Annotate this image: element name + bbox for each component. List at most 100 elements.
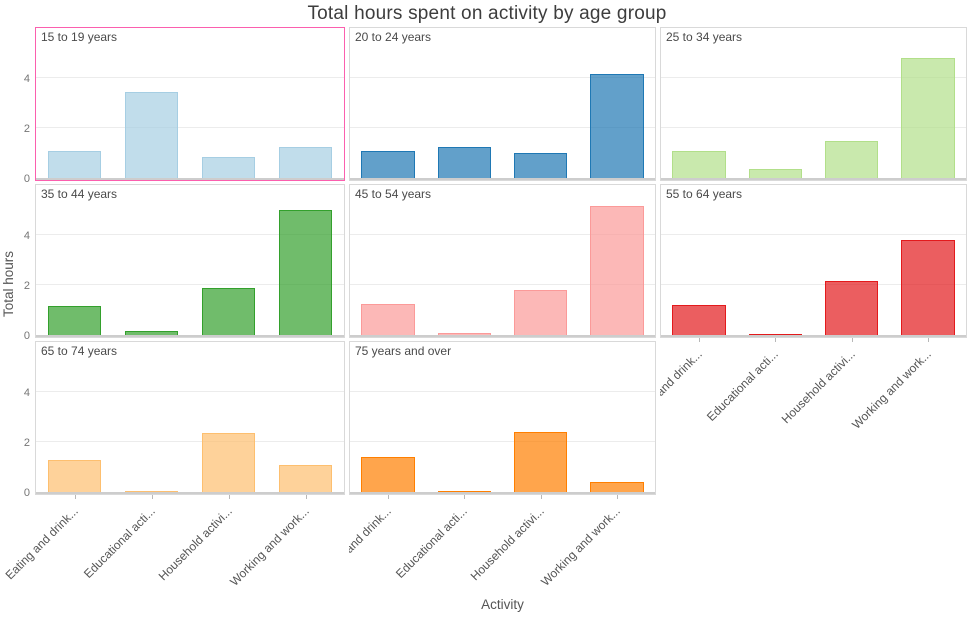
category-label: Household activi...: [778, 347, 858, 427]
category-label: Working and work...: [226, 504, 312, 589]
category-tick: [74, 495, 76, 499]
bar[interactable]: [590, 206, 644, 335]
category-tick: [464, 495, 466, 499]
facet-panel[interactable]: 65 to 74 years: [35, 341, 345, 495]
y-tick-label: 0: [23, 330, 30, 342]
category-label: Working and work...: [538, 504, 623, 589]
bar[interactable]: [201, 433, 256, 492]
x-axis-line: [350, 335, 655, 337]
gridline: [36, 284, 344, 285]
category-label: Educational acti...: [80, 504, 158, 581]
gridline: [350, 234, 655, 235]
x-axis-line: [36, 492, 344, 494]
x-axis-line: [36, 335, 344, 337]
x-axis-line: [661, 178, 966, 180]
category-label: Household activi...: [467, 504, 547, 584]
category-tick: [851, 338, 853, 342]
bar[interactable]: [513, 432, 568, 492]
facet-title: 45 to 54 years: [355, 187, 432, 201]
y-tick-label: 4: [23, 387, 30, 399]
facet-panel[interactable]: 45 to 54 years: [349, 184, 656, 338]
y-tick-label: 0: [23, 173, 30, 185]
category-tick: [775, 338, 777, 342]
gridline: [36, 391, 344, 392]
category-label: Working and work...: [849, 347, 934, 432]
gridline: [350, 77, 655, 78]
y-tick-label: 4: [23, 73, 30, 85]
bar[interactable]: [437, 332, 492, 335]
category-label: Educational acti...: [704, 347, 782, 424]
category-tick: [388, 495, 390, 499]
bar[interactable]: [748, 169, 803, 178]
y-tick-label: 2: [23, 437, 30, 449]
gridline: [661, 127, 966, 128]
bar[interactable]: [901, 58, 955, 178]
y-tick-label: 4: [23, 230, 30, 242]
chart-title: Total hours spent on activity by age gro…: [307, 3, 667, 24]
bar[interactable]: [124, 331, 179, 335]
category-tick: [927, 338, 929, 342]
bar[interactable]: [748, 333, 803, 335]
category-tick: [228, 495, 230, 499]
gridline: [36, 441, 344, 442]
y-tick-label: 0: [23, 487, 30, 499]
category-labels: Eating and drink...Educational acti...Ho…: [349, 496, 656, 598]
facet-panel[interactable]: 55 to 64 years: [660, 184, 967, 338]
gridline: [350, 284, 655, 285]
category-label: Educational acti...: [393, 504, 471, 581]
x-axis-title: Activity: [481, 597, 524, 612]
gridline: [36, 77, 344, 78]
bar[interactable]: [590, 74, 644, 178]
gridline: [661, 77, 966, 78]
facet-panel[interactable]: 20 to 24 years: [349, 27, 656, 181]
bar[interactable]: [201, 287, 256, 335]
bar[interactable]: [590, 482, 644, 492]
gridline: [36, 127, 344, 128]
bar[interactable]: [278, 464, 333, 492]
bar[interactable]: [672, 150, 726, 178]
bar[interactable]: [47, 306, 102, 335]
category-labels: Eating and drink...Educational acti...Ho…: [0, 496, 345, 598]
gridline: [661, 234, 966, 235]
bar[interactable]: [437, 491, 492, 492]
bar[interactable]: [47, 459, 102, 492]
bar[interactable]: [201, 156, 256, 178]
gridline: [350, 127, 655, 128]
facet-title: 25 to 34 years: [666, 30, 743, 44]
category-tick: [616, 495, 618, 499]
bar[interactable]: [278, 210, 333, 335]
bar[interactable]: [513, 153, 568, 178]
category-tick: [699, 338, 701, 342]
bar[interactable]: [513, 290, 568, 335]
bar[interactable]: [124, 91, 179, 178]
category-label: Household activi...: [155, 504, 235, 584]
facet-panel[interactable]: 15 to 19 years: [35, 27, 345, 181]
bar[interactable]: [361, 150, 415, 178]
gridline: [661, 284, 966, 285]
facet-title: 20 to 24 years: [355, 30, 432, 44]
facet-title: 15 to 19 years: [41, 30, 118, 44]
facet-title: 65 to 74 years: [41, 344, 118, 358]
bar[interactable]: [278, 146, 333, 178]
facet-panel[interactable]: 35 to 44 years: [35, 184, 345, 338]
bar[interactable]: [824, 140, 879, 178]
bar[interactable]: [437, 146, 492, 178]
bar[interactable]: [47, 150, 102, 178]
bar[interactable]: [361, 457, 415, 492]
x-axis-line: [661, 335, 966, 337]
bar[interactable]: [672, 305, 726, 335]
bar[interactable]: [361, 303, 415, 335]
gridline: [350, 441, 655, 442]
category-tick: [151, 495, 153, 499]
facet-title: 55 to 64 years: [666, 187, 743, 201]
bar[interactable]: [124, 490, 179, 492]
x-axis-line: [36, 178, 344, 180]
category-tick: [540, 495, 542, 499]
x-axis-line: [350, 178, 655, 180]
bar[interactable]: [824, 281, 879, 335]
facet-panel[interactable]: 75 years and over: [349, 341, 656, 495]
category-labels: Eating and drink...Educational acti...Ho…: [660, 339, 974, 441]
bar[interactable]: [901, 240, 955, 335]
gridline: [350, 391, 655, 392]
facet-panel[interactable]: 25 to 34 years: [660, 27, 967, 181]
